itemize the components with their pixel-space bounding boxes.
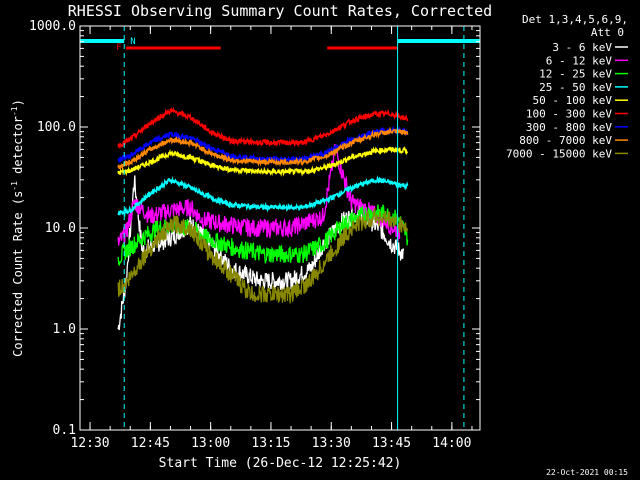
legend-label: 100 - 300 keV [526,108,612,121]
legend-label: 50 - 100 keV [533,94,613,107]
legend-label: 12 - 25 keV [539,68,612,81]
legend-label: 6 - 12 keV [546,54,613,67]
y-tick-label: 1.0 [53,322,76,337]
series-traces [117,106,409,331]
x-tick-label: 13:45 [372,436,411,451]
y-tick-label: 100.0 [37,120,76,135]
legend-label: 25 - 50 keV [539,81,612,94]
x-tick-label: 13:00 [191,436,230,451]
annotations: FN [79,26,480,430]
x-tick-label: 13:15 [251,436,290,451]
flare-label: F [116,43,121,53]
legend-label: 3 - 6 keV [552,41,612,54]
trace-800-7000-keV [117,126,409,171]
x-tick-label: 12:30 [70,436,109,451]
legend-label: 7000 - 15000 keV [506,147,612,160]
chart-title: RHESSI Observing Summary Count Rates, Co… [68,2,492,20]
x-tick-label: 14:00 [432,436,471,451]
night-label: N [130,37,135,47]
trace-6-12-keV [117,143,401,246]
x-tick-label: 12:45 [131,436,170,451]
legend-header-2: Att 0 [591,26,624,39]
legend-header-1: Det 1,3,4,5,6,9, [522,13,628,26]
x-axis-label: Start Time (26-Dec-12 12:25:42) [159,456,402,471]
trace-50-100-keV [117,146,409,177]
legend-label: 300 - 800 keV [526,121,612,134]
y-tick-label: 0.1 [53,423,76,438]
x-axis-ticks: 12:30 12:45 13:00 13:15 13:30 13:45 14:00 [70,26,473,451]
y-tick-label: 10.0 [45,221,76,236]
x-tick-label: 13:30 [312,436,351,451]
legend-label: 800 - 7000 keV [519,134,612,147]
y-axis-ticks: 0.1 1.0 10.0 100.0 1000.0 [29,19,480,438]
trace-7000-15000-keV [117,207,409,304]
y-axis-label: Corrected Count Rate (s-1 detector-1) [10,99,25,357]
footer-date: 22-Oct-2021 00:15 [546,468,628,477]
y-tick-label: 1000.0 [29,19,76,34]
trace-25-50-keV [117,175,409,218]
trace-100-300-keV [117,106,409,149]
